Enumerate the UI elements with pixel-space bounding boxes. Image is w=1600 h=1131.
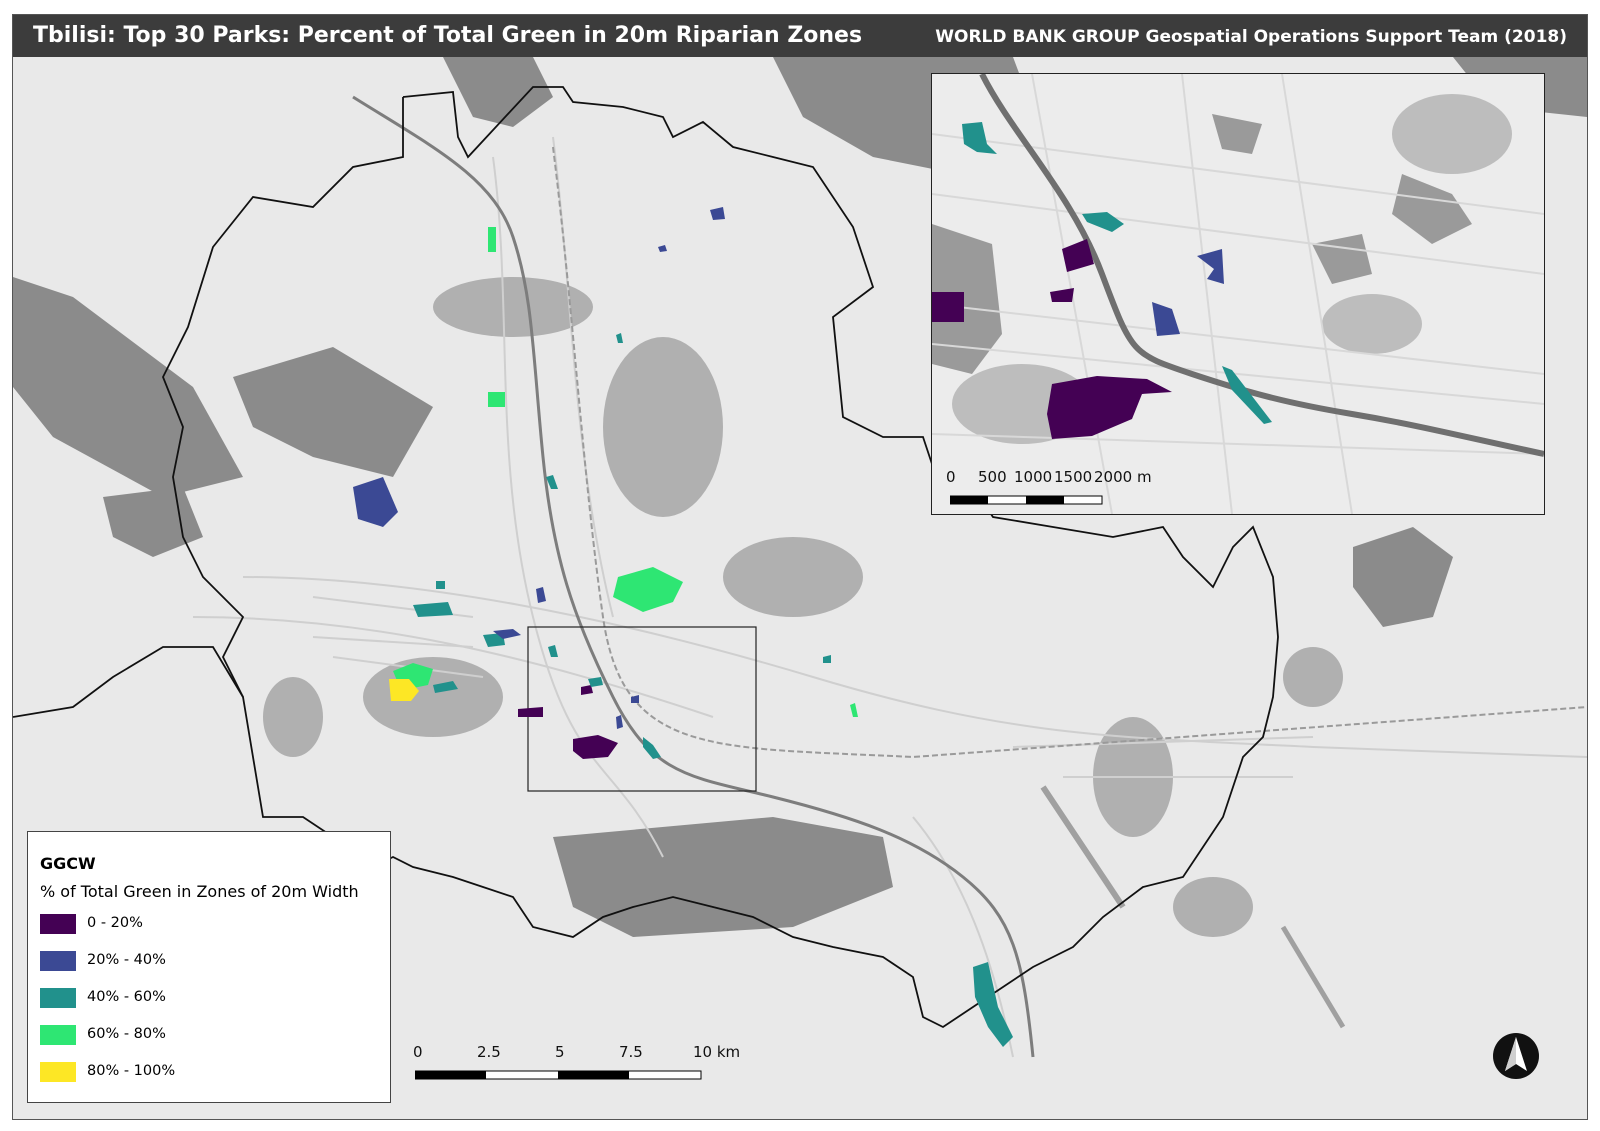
railway	[552, 146, 1587, 759]
inset-scale-bar	[950, 495, 1103, 505]
inset-scale-tick-3: 1500	[1054, 468, 1093, 486]
map-credit: WORLD BANK GROUP Geospatial Operations S…	[935, 27, 1567, 47]
park[interactable]	[436, 581, 445, 589]
park[interactable]	[483, 633, 505, 647]
legend-swatch	[40, 914, 76, 934]
park[interactable]	[488, 227, 496, 252]
park[interactable]	[823, 655, 831, 663]
map-sheet: Tbilisi: Top 30 Parks: Percent of Total …	[12, 14, 1588, 1120]
legend: GGCW % of Total Green in Zones of 20m Wi…	[27, 831, 391, 1103]
parks[interactable]	[353, 207, 1013, 1047]
legend-label: 80% - 100%	[87, 1063, 176, 1079]
legend-swatch	[40, 951, 76, 971]
map-title: Tbilisi: Top 30 Parks: Percent of Total …	[33, 23, 863, 48]
park[interactable]	[433, 681, 458, 693]
park[interactable]	[581, 685, 593, 695]
legend-swatch	[40, 988, 76, 1008]
legend-label: 40% - 60%	[87, 989, 166, 1005]
park[interactable]	[573, 735, 618, 759]
legend-swatch	[40, 1062, 76, 1082]
legend-title: GGCW	[40, 854, 96, 873]
city-boundary-west	[162, 97, 404, 698]
inset-map-svg	[932, 74, 1544, 514]
inset-scale-tick-2: 1000	[1014, 468, 1053, 486]
park[interactable]	[962, 122, 997, 154]
park[interactable]	[1047, 376, 1172, 439]
park[interactable]	[548, 645, 558, 657]
inset-scale-tick-1: 500	[978, 468, 1007, 486]
main-scale-tick-0: 0	[413, 1043, 423, 1061]
main-scale-bar	[415, 1070, 702, 1080]
main-scale-tick-4: 10 km	[693, 1043, 741, 1061]
park[interactable]	[536, 587, 546, 603]
street-network	[192, 136, 1587, 1058]
park[interactable]	[413, 602, 453, 617]
inset-map[interactable]: 0 500 1000 1500 2000 m	[931, 73, 1545, 515]
park[interactable]	[850, 703, 858, 717]
park[interactable]	[932, 292, 964, 322]
park[interactable]	[588, 677, 603, 687]
airport-runway	[1040, 785, 1126, 909]
park[interactable]	[488, 392, 505, 407]
park[interactable]	[389, 679, 419, 701]
park[interactable]	[1050, 288, 1074, 302]
inset-scale-tick-4: 2000 m	[1094, 468, 1152, 486]
park[interactable]	[1197, 249, 1224, 284]
park[interactable]	[353, 477, 398, 527]
main-scale-tick-3: 7.5	[619, 1043, 643, 1061]
park[interactable]	[658, 245, 667, 252]
park[interactable]	[1082, 212, 1124, 232]
legend-subtitle: % of Total Green in Zones of 20m Width	[40, 882, 359, 901]
park[interactable]	[973, 962, 1013, 1047]
park[interactable]	[493, 629, 521, 639]
park[interactable]	[518, 707, 543, 717]
park[interactable]	[616, 715, 623, 729]
park[interactable]	[616, 333, 623, 343]
main-scale-tick-2: 5	[555, 1043, 565, 1061]
inset-terrain-dark	[932, 114, 1472, 374]
park[interactable]	[1062, 239, 1094, 272]
inset-scale-tick-0: 0	[946, 468, 956, 486]
airfield-runway	[1280, 925, 1346, 1029]
park[interactable]	[546, 475, 558, 489]
legend-label: 20% - 40%	[87, 952, 166, 968]
inset-parks[interactable]	[932, 122, 1272, 439]
park[interactable]	[710, 207, 725, 220]
kura-river	[352, 95, 1035, 1058]
north-arrow-icon	[1493, 1033, 1539, 1079]
legend-label: 60% - 80%	[87, 1026, 166, 1042]
park[interactable]	[1152, 302, 1180, 336]
legend-swatch	[40, 1025, 76, 1045]
park[interactable]	[1222, 366, 1272, 424]
inset-river	[979, 74, 1544, 457]
legend-label: 0 - 20%	[87, 915, 143, 931]
park[interactable]	[631, 695, 639, 703]
park[interactable]	[613, 567, 683, 612]
main-scale-tick-1: 2.5	[477, 1043, 501, 1061]
park[interactable]	[643, 737, 661, 759]
title-bar: Tbilisi: Top 30 Parks: Percent of Total …	[13, 15, 1587, 57]
city-boundary	[13, 86, 1279, 1029]
